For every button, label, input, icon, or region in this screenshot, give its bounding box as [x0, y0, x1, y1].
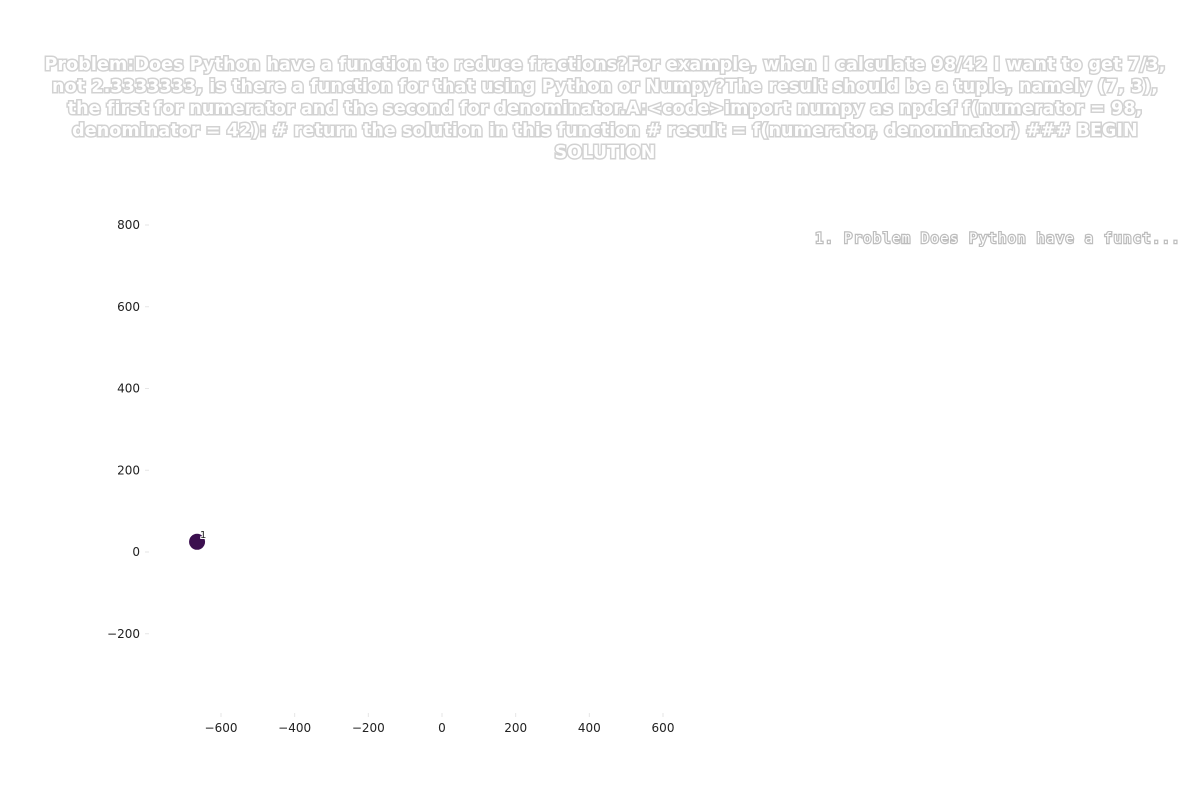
data-point — [189, 533, 206, 550]
data-points: 1 — [189, 529, 207, 550]
x-tick-label: −400 — [278, 721, 311, 735]
x-axis: −600 −400 −200 0 200 400 600 — [205, 713, 675, 735]
legend-entry: 1. Problem Does Python have a funct... — [815, 231, 1181, 247]
x-tick-label: −200 — [352, 721, 385, 735]
x-tick-label: 0 — [438, 721, 446, 735]
y-tick-label: 400 — [117, 382, 140, 396]
y-tick-label: 600 — [117, 300, 140, 314]
y-tick-label: 200 — [117, 463, 140, 477]
y-axis: 800 600 400 200 0 −200 — [107, 218, 149, 641]
chart-title: Problem:Does Python have a function to r… — [43, 54, 1167, 165]
data-point-label: 1 — [200, 530, 206, 541]
x-tick-label: 400 — [578, 721, 601, 735]
x-tick-label: −600 — [205, 721, 238, 735]
y-tick-label: −200 — [107, 627, 140, 641]
y-tick-label: 800 — [117, 218, 140, 232]
y-tick-label: 0 — [132, 545, 140, 559]
x-tick-label: 200 — [504, 721, 527, 735]
x-tick-label: 600 — [652, 721, 675, 735]
